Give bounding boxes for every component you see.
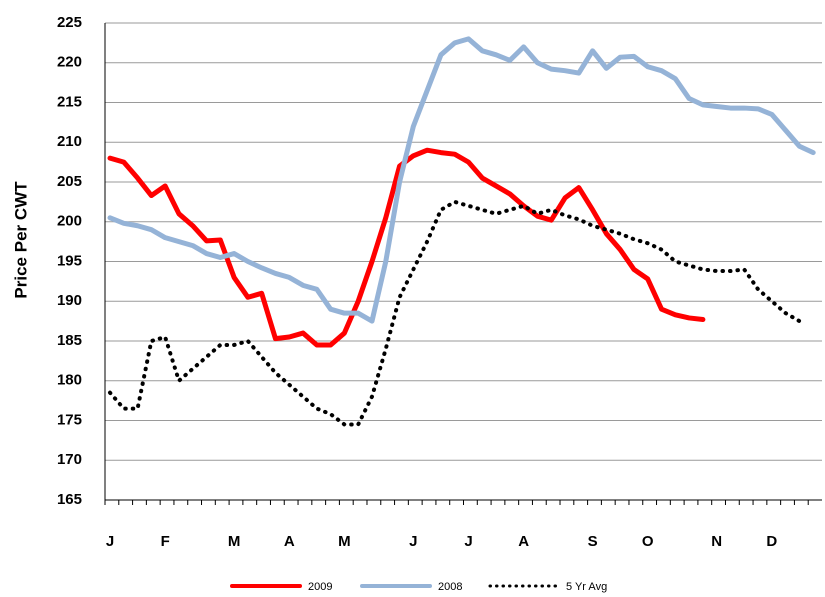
y-tick-label: 190 — [57, 292, 82, 309]
x-tick-label: F — [161, 533, 170, 550]
x-tick-label: D — [766, 533, 777, 550]
y-tick-label: 185 — [57, 332, 82, 349]
y-tick-label: 180 — [57, 372, 82, 389]
x-tick-label: O — [642, 533, 654, 550]
x-tick-label: J — [464, 533, 472, 550]
y-tick-label: 210 — [57, 133, 82, 150]
y-axis-label: Price Per CWT — [11, 181, 30, 299]
series-line — [107, 36, 816, 324]
y-tick-label: 225 — [57, 14, 82, 31]
y-tick-label: 195 — [57, 252, 82, 269]
x-tick-label: M — [228, 533, 241, 550]
y-tick-label: 215 — [57, 93, 82, 110]
y-tick-label: 170 — [57, 451, 82, 468]
legend-label: 2008 — [438, 581, 462, 593]
y-tick-label: 165 — [57, 491, 82, 508]
x-tick-label: J — [106, 533, 114, 550]
x-tick-label: J — [409, 533, 417, 550]
x-tick-label: N — [711, 533, 722, 550]
x-tick-label: A — [284, 533, 295, 550]
legend-label: 2009 — [308, 581, 332, 593]
legend-label: 5 Yr Avg — [566, 581, 607, 593]
y-tick-label: 220 — [57, 54, 82, 71]
y-tick-label: 205 — [57, 173, 82, 190]
x-tick-label: S — [588, 533, 598, 550]
x-tick-label: M — [338, 533, 351, 550]
series-line — [108, 199, 802, 427]
y-tick-label: 175 — [57, 411, 82, 428]
x-tick-label: A — [518, 533, 529, 550]
y-tick-label: 200 — [57, 213, 82, 230]
